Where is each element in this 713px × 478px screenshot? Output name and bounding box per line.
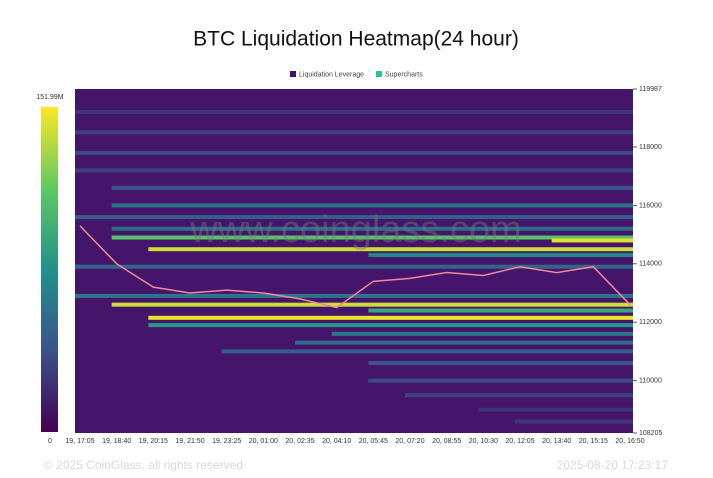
heat-band xyxy=(368,361,633,366)
heat-band xyxy=(111,185,633,190)
x-tick-label: 19, 20:15 xyxy=(139,438,168,445)
footer-left: © 2025 CoinGlass. all rights reserved xyxy=(44,458,243,472)
y-tick-label: 112000 xyxy=(639,319,662,326)
y-tick-label: 118000 xyxy=(639,144,662,151)
watermark: www.coinglass.com xyxy=(189,209,522,251)
x-tick-label: 20, 15:15 xyxy=(579,438,608,445)
heatmap-background xyxy=(75,89,633,433)
y-tick-label: 119987 xyxy=(639,86,662,93)
footer-right: 2025-08-20 17:23:17 xyxy=(557,458,669,472)
x-tick-label: 20, 01:00 xyxy=(249,438,278,445)
y-tick-label: 116000 xyxy=(639,202,662,209)
colorbar xyxy=(41,107,58,432)
colorbar-label: 0 xyxy=(48,438,52,445)
heat-band xyxy=(368,253,633,258)
x-tick-label: 19, 21:50 xyxy=(175,438,204,445)
x-tick-label: 20, 13:40 xyxy=(542,438,571,445)
heat-band xyxy=(551,238,633,243)
legend-label: Supercharts xyxy=(385,71,423,78)
heat-band xyxy=(75,264,633,269)
price-line xyxy=(79,225,631,309)
x-tick-label: 20, 08:55 xyxy=(432,438,461,445)
heat-band xyxy=(111,203,633,208)
x-tick-label: 20, 07:20 xyxy=(395,438,424,445)
heat-band xyxy=(148,247,634,252)
x-tick-label: 19, 17:05 xyxy=(65,438,94,445)
heat-band xyxy=(405,393,633,398)
colorbar-label: 151.99M xyxy=(36,94,63,101)
legend-label: Liquidation Leverage xyxy=(299,71,364,78)
heat-band xyxy=(148,323,634,328)
heat-band xyxy=(75,130,633,135)
legend-swatch xyxy=(376,71,382,77)
x-tick-label: 19, 23:25 xyxy=(212,438,241,445)
heat-band xyxy=(111,235,633,240)
x-tick-label: 20, 12:05 xyxy=(505,438,534,445)
legend-swatch xyxy=(290,71,296,77)
y-tick-label: 108205 xyxy=(639,430,662,437)
chart-title: BTC Liquidation Heatmap(24 hour) xyxy=(193,28,519,51)
x-tick-label: 19, 18:40 xyxy=(102,438,131,445)
x-tick-label: 20, 16:50 xyxy=(615,438,644,445)
heat-band xyxy=(515,419,633,424)
y-tick-label: 114000 xyxy=(639,261,662,268)
heat-band xyxy=(295,340,633,345)
x-tick-label: 20, 04:10 xyxy=(322,438,351,445)
heat-band xyxy=(368,378,633,383)
heat-band xyxy=(75,168,633,173)
heat-band xyxy=(221,349,633,354)
heat-band xyxy=(148,315,634,320)
heat-band xyxy=(368,308,633,313)
heat-band xyxy=(111,226,633,231)
heat-band xyxy=(75,150,633,155)
x-tick-label: 20, 05:45 xyxy=(359,438,388,445)
heat-band xyxy=(75,215,633,220)
x-tick-label: 20, 02:35 xyxy=(285,438,314,445)
y-tick-label: 110000 xyxy=(639,377,662,384)
heat-band xyxy=(478,407,633,412)
heat-band xyxy=(111,302,633,307)
heat-band xyxy=(331,331,633,336)
heat-band xyxy=(75,109,633,114)
x-tick-label: 20, 10:30 xyxy=(469,438,498,445)
